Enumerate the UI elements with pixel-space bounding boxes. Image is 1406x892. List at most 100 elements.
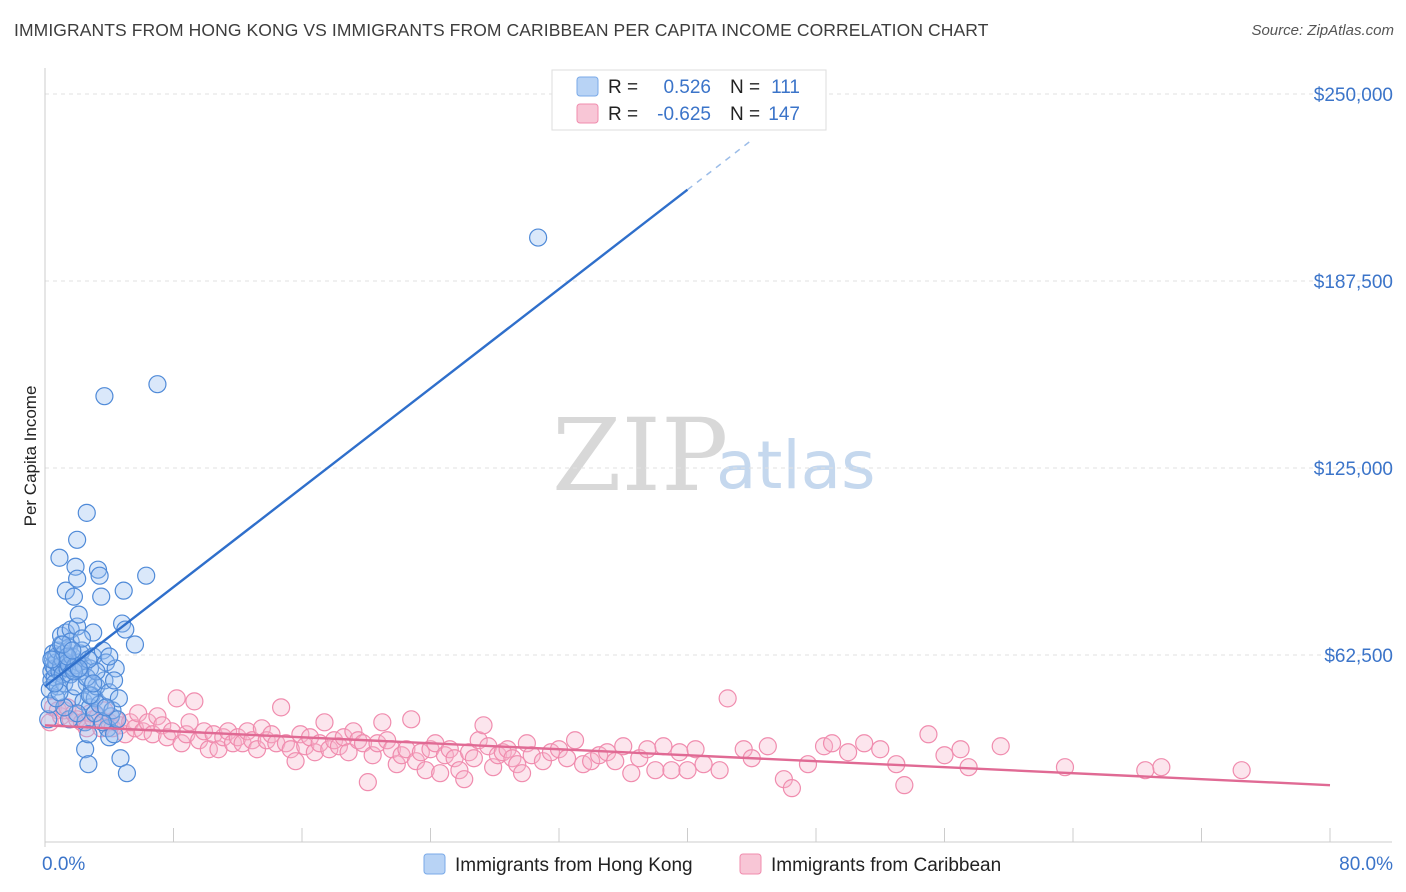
y-tick-label: $187,500	[1314, 272, 1393, 293]
point-hong-kong	[76, 740, 95, 759]
tick-labels: $62,500 $125,000 $187,500 $250,000	[1314, 85, 1393, 667]
point-caribbean	[474, 716, 493, 735]
point-caribbean	[614, 737, 633, 756]
point-caribbean	[646, 761, 665, 780]
point-caribbean	[180, 713, 199, 732]
point-caribbean	[272, 698, 291, 717]
point-caribbean	[622, 764, 641, 783]
point-hong-kong	[50, 548, 69, 567]
bottom-legend: Immigrants from Hong Kong Immigrants fro…	[423, 853, 1001, 876]
point-caribbean	[654, 737, 673, 756]
point-caribbean	[670, 743, 689, 762]
point-caribbean	[315, 713, 334, 732]
point-hong-kong	[104, 725, 124, 744]
point-caribbean	[718, 689, 737, 708]
stats-n-label-caribbean: N =	[730, 104, 760, 125]
point-caribbean	[991, 737, 1010, 756]
point-caribbean	[935, 746, 954, 765]
point-caribbean	[276, 734, 296, 753]
trend-line-hong-kong	[44, 188, 689, 688]
point-hong-kong	[88, 560, 108, 579]
point-caribbean	[185, 692, 204, 711]
stats-r-value-hong-kong: 0.526	[663, 77, 711, 98]
point-caribbean	[606, 752, 625, 771]
point-caribbean	[822, 734, 842, 753]
trend-line-hong-kong-extension	[687, 139, 753, 191]
y-axis-label: Per Capita Income	[21, 386, 40, 527]
point-caribbean	[508, 755, 527, 774]
point-caribbean	[522, 746, 541, 765]
point-hong-kong	[80, 686, 100, 705]
point-hong-kong	[96, 698, 116, 717]
series-hong-kong	[39, 228, 548, 783]
legend-label-hong-kong: Immigrants from Hong Kong	[455, 855, 693, 876]
point-caribbean	[686, 740, 705, 759]
y-tick-label: $250,000	[1314, 85, 1393, 106]
point-hong-kong	[77, 503, 96, 522]
point-hong-kong	[68, 569, 87, 588]
point-caribbean	[167, 689, 186, 708]
legend-swatch-caribbean	[739, 853, 762, 875]
point-hong-kong	[42, 650, 61, 669]
point-hong-kong	[125, 635, 145, 654]
point-caribbean	[431, 764, 450, 783]
point-hong-kong	[100, 647, 119, 666]
x-tick-label-min: 0.0%	[42, 854, 85, 875]
watermark-zip: ZIP	[552, 397, 728, 514]
point-caribbean	[281, 740, 300, 759]
point-hong-kong	[45, 674, 64, 693]
point-hong-kong	[72, 629, 92, 648]
point-caribbean	[1232, 761, 1251, 780]
point-caribbean	[464, 749, 483, 768]
point-hong-kong	[69, 659, 88, 678]
point-caribbean	[512, 764, 532, 783]
point-hong-kong	[56, 623, 75, 642]
point-caribbean	[782, 779, 802, 798]
point-caribbean	[565, 731, 585, 750]
point-caribbean	[678, 761, 697, 780]
point-hong-kong	[148, 375, 167, 394]
point-hong-kong	[109, 689, 128, 708]
y-tick-label: $62,500	[1324, 646, 1393, 667]
point-caribbean	[148, 707, 167, 726]
trend-line-caribbean	[44, 724, 1331, 787]
legend-swatch-hong-kong	[423, 853, 446, 875]
point-caribbean	[638, 740, 657, 759]
stats-n-label-hong-kong: N =	[730, 77, 760, 98]
gridlines	[45, 93, 1392, 656]
point-hong-kong	[93, 713, 112, 732]
point-hong-kong	[79, 755, 98, 774]
point-hong-kong	[55, 674, 74, 693]
point-caribbean	[758, 737, 777, 756]
point-caribbean	[339, 743, 358, 762]
point-caribbean	[358, 773, 377, 792]
point-hong-kong	[64, 587, 84, 606]
point-caribbean	[503, 749, 522, 768]
stats-legend: R = 0.526 N = 111 R = -0.625 N = 147	[551, 69, 827, 131]
point-hong-kong	[117, 764, 137, 783]
point-caribbean	[172, 734, 191, 753]
point-hong-kong	[68, 530, 87, 549]
point-hong-kong	[79, 725, 98, 744]
point-hong-kong	[84, 623, 103, 642]
point-caribbean	[855, 734, 874, 753]
point-caribbean	[919, 725, 938, 744]
point-hong-kong	[39, 710, 58, 729]
y-tick-label: $125,000	[1314, 459, 1393, 480]
point-caribbean	[871, 740, 890, 759]
point-caribbean	[387, 755, 406, 774]
point-hong-kong	[529, 228, 548, 247]
point-hong-kong	[84, 674, 103, 693]
point-hong-kong	[114, 581, 133, 600]
point-caribbean	[798, 755, 818, 774]
point-caribbean	[402, 710, 421, 729]
source-credit: Source: ZipAtlas.com	[1251, 22, 1394, 39]
point-caribbean	[450, 761, 469, 780]
point-caribbean	[662, 761, 681, 780]
point-caribbean	[951, 740, 970, 759]
point-hong-kong	[137, 566, 156, 585]
point-hong-kong	[63, 641, 82, 660]
point-caribbean	[1152, 758, 1171, 777]
point-hong-kong	[104, 671, 124, 690]
